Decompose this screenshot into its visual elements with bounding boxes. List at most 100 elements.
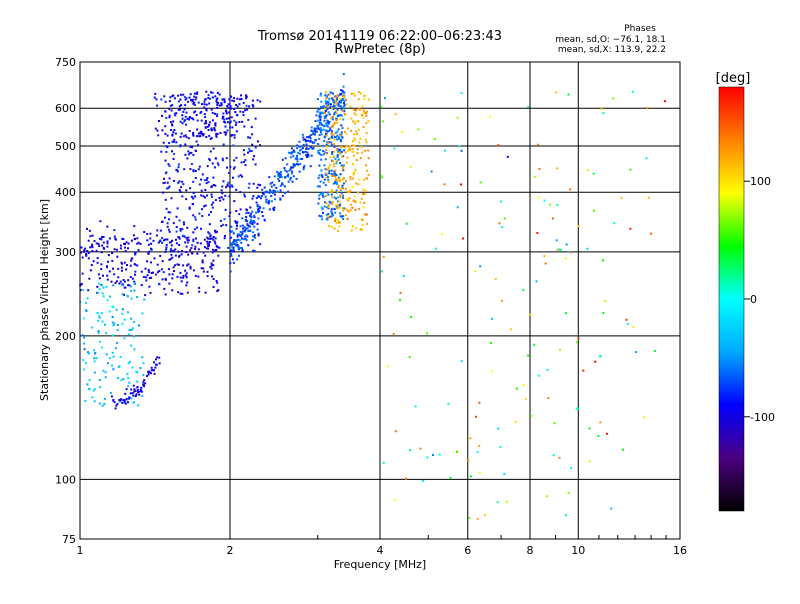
echo-point [331, 118, 334, 121]
echo-point [352, 177, 355, 180]
echo-point [342, 155, 345, 158]
echo-point [143, 298, 146, 301]
echo-point [367, 120, 370, 123]
echo-point [252, 105, 255, 108]
echo-point [338, 179, 341, 182]
echo-point [569, 188, 572, 191]
echo-point [255, 197, 258, 199]
echo-point [133, 280, 136, 283]
echo-point [131, 257, 134, 260]
echo-point [222, 98, 225, 101]
echo-point [182, 274, 185, 277]
echo-point [110, 395, 113, 398]
echo-point [362, 218, 364, 221]
echo-point [275, 186, 278, 189]
echo-point [330, 215, 333, 218]
echo-point [93, 371, 96, 374]
echo-point [316, 185, 319, 188]
echo-point [210, 262, 213, 265]
echo-point [157, 271, 159, 274]
echo-point [342, 168, 344, 171]
echo-point [177, 166, 180, 169]
echo-point [335, 162, 338, 165]
echo-point [276, 170, 278, 173]
echo-point [171, 277, 174, 280]
echo-point [245, 97, 248, 100]
echo-point [207, 237, 210, 240]
echo-point [87, 289, 90, 292]
echo-point [83, 336, 86, 339]
echo-point [115, 308, 118, 311]
echo-point [460, 183, 463, 186]
echo-point [201, 261, 204, 264]
echo-point [91, 246, 94, 249]
echo-point [227, 181, 230, 184]
echo-point [335, 197, 338, 200]
echo-point [603, 300, 606, 303]
echo-point [318, 137, 321, 140]
echo-point [405, 222, 408, 225]
echo-point [216, 106, 219, 109]
echo-point [338, 225, 341, 228]
echo-point [133, 348, 136, 351]
echo-point [232, 176, 234, 179]
echo-point [106, 299, 109, 302]
echo-point [359, 201, 362, 204]
echo-point [329, 138, 332, 141]
echo-point [343, 91, 346, 94]
echo-point [335, 117, 338, 120]
echo-point [200, 119, 203, 122]
echo-point [202, 195, 205, 198]
echo-point [335, 112, 338, 115]
echo-point [188, 207, 191, 210]
echo-point [208, 123, 210, 126]
echo-point [160, 268, 163, 271]
echo-point [339, 148, 342, 151]
echo-point [227, 106, 230, 109]
echo-point [179, 108, 181, 111]
echo-point [194, 218, 197, 221]
echo-point [216, 103, 219, 106]
echo-point [599, 421, 602, 424]
echo-point [246, 227, 249, 230]
echo-point [274, 190, 277, 193]
echo-point [171, 289, 174, 292]
echo-point [210, 186, 213, 189]
echo-point [338, 152, 341, 155]
echo-point [108, 237, 111, 240]
echo-point [116, 329, 119, 332]
echo-point [184, 274, 187, 277]
echo-point [240, 98, 243, 101]
echo-point [113, 322, 116, 325]
echo-point [334, 99, 337, 102]
echo-point [235, 121, 238, 124]
echo-point [283, 167, 286, 170]
echo-point [355, 113, 358, 116]
echo-point [233, 166, 236, 169]
echo-point [327, 122, 330, 125]
echo-point [136, 380, 139, 383]
echo-point [214, 242, 217, 245]
echo-point [118, 400, 121, 403]
echo-point [259, 144, 261, 147]
echo-point [344, 180, 347, 183]
echo-point [362, 206, 365, 209]
echo-point [198, 290, 201, 293]
echo-point [206, 125, 209, 128]
echo-point [172, 131, 175, 134]
echo-point [124, 286, 127, 289]
echo-point [289, 176, 292, 179]
echo-point [94, 352, 96, 355]
echo-point [249, 229, 252, 232]
echo-point [382, 120, 385, 123]
echo-point [354, 122, 357, 125]
echo-point [318, 197, 321, 200]
echo-point [327, 178, 330, 181]
echo-point [234, 111, 237, 113]
echo-point [168, 282, 171, 285]
echo-point [357, 91, 360, 93]
echo-point [333, 165, 336, 168]
echo-point [333, 182, 336, 185]
echo-point [320, 154, 323, 157]
echo-point [102, 236, 105, 238]
